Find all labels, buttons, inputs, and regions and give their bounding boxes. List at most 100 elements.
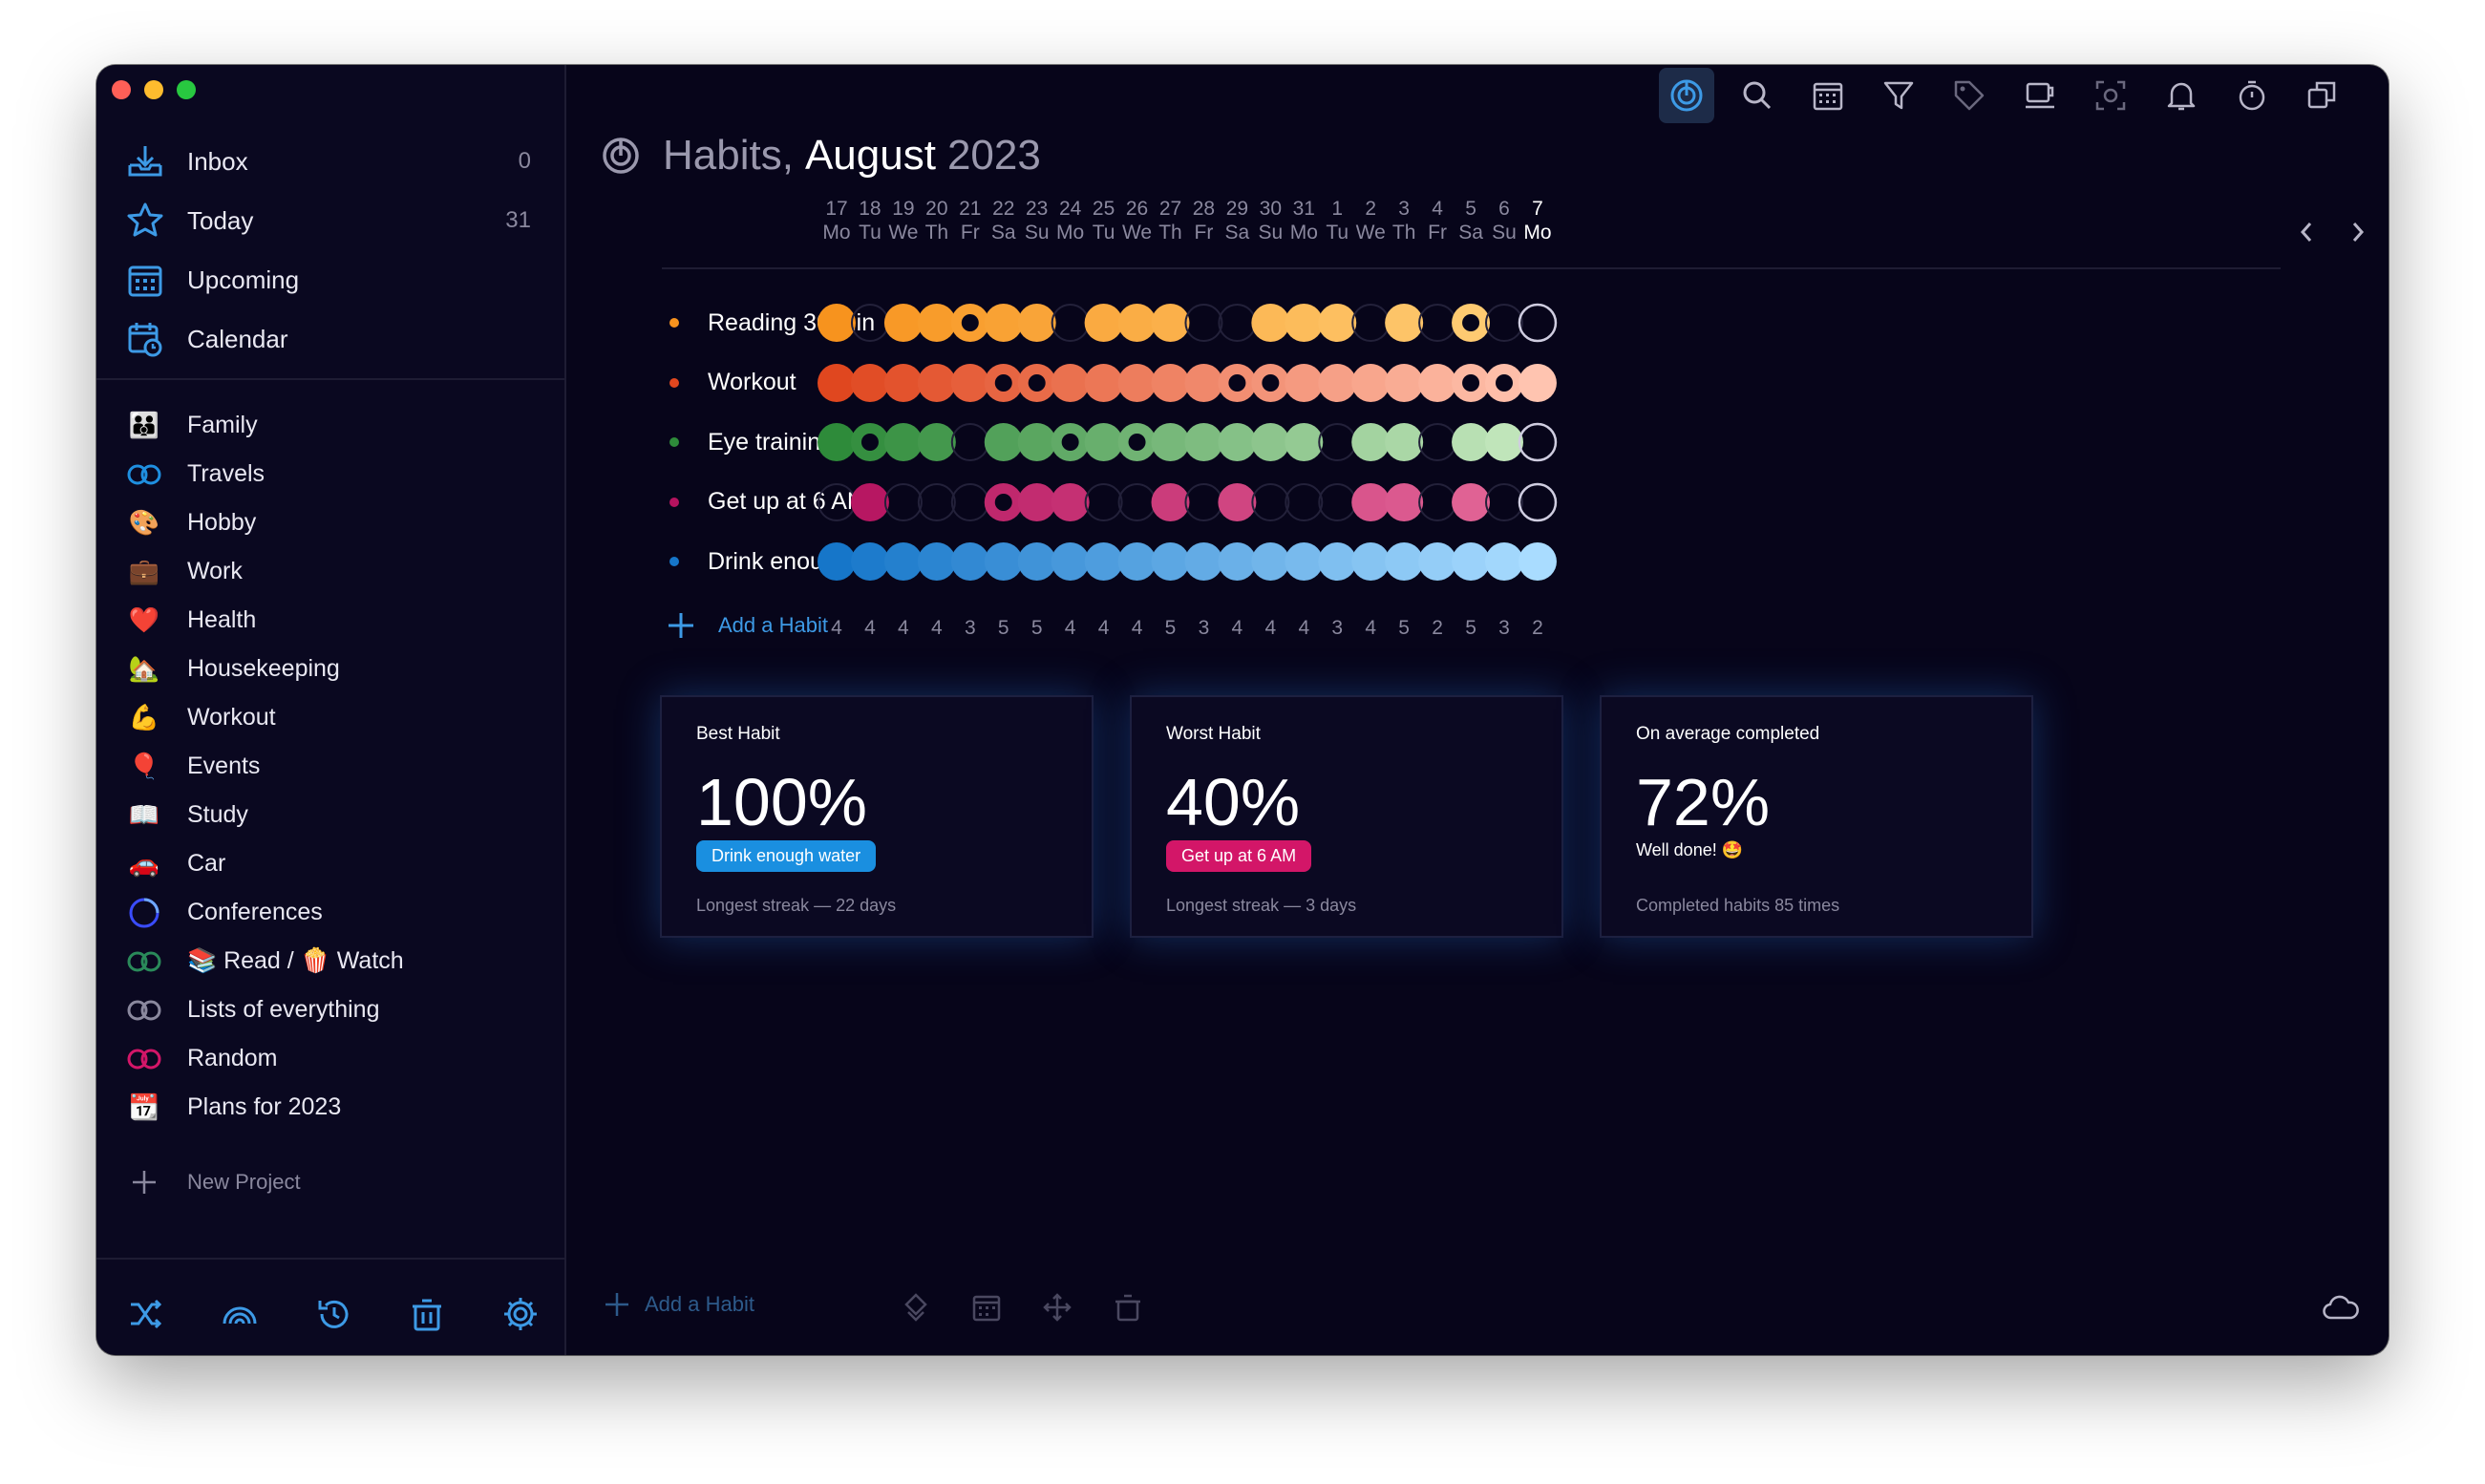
habit-day-done[interactable] [1485,423,1523,461]
history-icon[interactable] [312,1293,354,1335]
timer-icon[interactable] [2224,68,2280,123]
habit-day-empty[interactable] [1218,304,1257,342]
next-period-chevron-icon[interactable] [2348,218,2368,246]
sidebar-item-work[interactable]: 💼 Work [96,547,564,596]
habit-day-empty[interactable] [883,482,923,521]
habit-day-done[interactable] [1285,423,1324,461]
sidebar-item-study[interactable]: 📖 Study [96,791,564,839]
habit-day-done[interactable] [950,542,989,581]
habit-row[interactable]: Get up at 6 AM [662,478,1025,526]
habit-day-done[interactable] [1151,423,1190,461]
habit-day-done[interactable] [1452,482,1491,521]
habit-day-done[interactable] [818,542,856,581]
habit-day-done[interactable] [1385,304,1424,342]
habit-day-done[interactable] [818,423,856,461]
trash-icon[interactable] [406,1293,448,1335]
zoom-window-button[interactable] [177,80,196,99]
habit-day-done[interactable] [1385,423,1424,461]
radar-icon[interactable] [219,1293,261,1335]
habit-day-done[interactable] [1318,304,1357,342]
priority-icon[interactable] [897,1288,935,1326]
habit-day-done[interactable] [1117,363,1157,402]
bottom-add-habit-button[interactable]: Add a Habit [603,1290,754,1319]
sidebar-item-travels[interactable]: Travels [96,450,564,498]
shuffle-icon[interactable] [125,1293,167,1335]
habit-day-done[interactable] [1418,542,1457,581]
schedule-calendar-icon[interactable] [967,1288,1006,1326]
habit-day-empty[interactable] [1485,482,1523,521]
habit-day-done[interactable] [883,423,923,461]
habit-day-done[interactable] [1452,423,1491,461]
calendar-icon[interactable] [1800,68,1856,123]
focus-icon[interactable] [2083,68,2138,123]
habit-day-done[interactable] [1017,423,1056,461]
habit-day-done[interactable] [883,304,923,342]
habit-day-done[interactable] [1285,542,1324,581]
habit-row[interactable]: Eye training [662,418,1025,466]
habit-day-done[interactable] [1318,363,1357,402]
sidebar-item-today[interactable]: Today 31 [96,191,564,250]
habit-day-done[interactable] [1017,482,1056,521]
habit-day-done[interactable] [1518,363,1557,402]
habit-day-done[interactable] [1218,423,1257,461]
filter-icon[interactable] [1871,68,1926,123]
sidebar-item-upcoming[interactable]: Upcoming [96,250,564,309]
habit-day-empty[interactable] [950,423,989,461]
habit-day-done[interactable] [1218,482,1257,521]
habit-row[interactable]: Workout [662,359,1025,407]
sidebar-item-plans-for-2023[interactable]: 📆 Plans for 2023 [96,1083,564,1132]
habit-day-done[interactable] [1518,542,1557,581]
habit-day-done[interactable] [1051,482,1090,521]
previous-period-chevron-icon[interactable] [2297,218,2316,246]
habit-day-empty[interactable] [1418,482,1457,521]
habit-day-done[interactable] [1218,542,1257,581]
habit-day-done[interactable] [850,363,889,402]
habit-badge[interactable]: Get up at 6 AM [1166,840,1312,872]
habit-day-done[interactable] [1184,363,1223,402]
habit-day-done[interactable] [984,304,1023,342]
habit-day-done[interactable] [818,304,856,342]
cloud-sync-icon[interactable] [2322,1288,2360,1326]
habit-day-done[interactable] [1117,304,1157,342]
add-habit-button[interactable]: Add a Habit [667,611,828,640]
habit-day-done[interactable] [1385,542,1424,581]
sidebar-item-housekeeping[interactable]: 🏡 Housekeeping [96,645,564,693]
habit-day-empty[interactable] [850,304,889,342]
sidebar-item-conferences[interactable]: Conferences [96,888,564,937]
habit-day-done[interactable] [1351,542,1391,581]
habit-day-empty[interactable] [917,482,956,521]
habit-day-empty[interactable] [1485,304,1523,342]
sidebar-item-inbox[interactable]: Inbox 0 [96,132,564,191]
sidebar-item-read-watch[interactable]: 📚 Read / 🍿 Watch [96,937,564,986]
habit-day-done[interactable] [883,542,923,581]
habit-day-empty[interactable] [1418,423,1457,461]
habit-day-done[interactable] [984,423,1023,461]
habit-day-done[interactable] [1251,423,1290,461]
habit-badge[interactable]: Drink enough water [696,840,877,872]
habit-day-empty[interactable] [1418,304,1457,342]
habit-day-done[interactable] [1351,482,1391,521]
habit-day-done[interactable] [1351,423,1391,461]
sidebar-item-random[interactable]: Random [96,1034,564,1083]
sidebar-item-events[interactable]: 🎈 Events [96,742,564,791]
move-icon[interactable] [1038,1288,1076,1326]
habit-day-empty[interactable] [1117,482,1157,521]
habit-day-done[interactable] [1285,363,1324,402]
habit-day-done[interactable] [1084,304,1123,342]
habit-day-empty[interactable] [1318,482,1357,521]
habit-day-today[interactable] [1518,422,1558,462]
habit-day-empty[interactable] [1351,304,1391,342]
habit-day-today[interactable] [1518,482,1558,521]
search-icon[interactable] [1730,68,1785,123]
habit-day-empty[interactable] [1318,423,1357,461]
habit-day-done[interactable] [984,542,1023,581]
habit-day-done[interactable] [917,542,956,581]
habit-day-done[interactable] [850,542,889,581]
habit-day-done[interactable] [1285,304,1324,342]
habit-day-done[interactable] [917,423,956,461]
habit-day-done[interactable] [1452,542,1491,581]
sidebar-item-family[interactable]: 👪 Family [96,401,564,450]
habit-day-today[interactable] [1518,303,1558,343]
minimize-window-button[interactable] [144,80,163,99]
habit-day-done[interactable] [1351,363,1391,402]
